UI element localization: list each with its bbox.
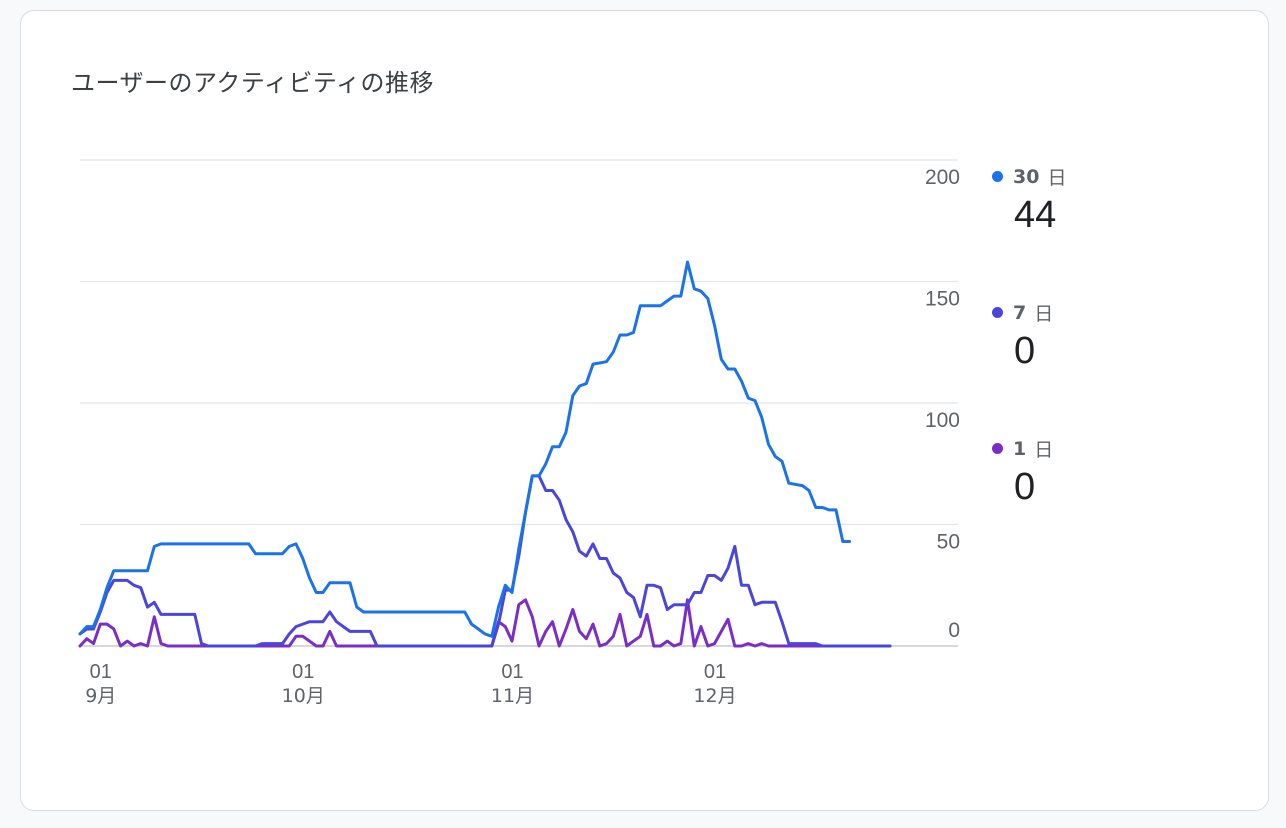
y-tick-label: 50 <box>937 531 960 554</box>
legend-value: 44 <box>1014 194 1057 236</box>
legend-label-unit: 日 <box>1034 303 1054 325</box>
activity-card: ユーザーのアクティビティの推移 <box>20 10 1269 811</box>
y-axis-ticks: 0 50 100 150 200 <box>925 166 960 642</box>
legend-item-7d[interactable]: 7 日 0 <box>992 299 1053 373</box>
y-tick-label: 200 <box>925 166 960 189</box>
legend-value: 0 <box>1014 466 1036 508</box>
legend-label-number: 30 <box>1013 165 1040 188</box>
legend-label-unit: 日 <box>1047 167 1067 189</box>
legend-item-1d[interactable]: 1 日 0 <box>992 435 1053 509</box>
x-tick-month-label: 11月 <box>491 685 534 707</box>
x-tick-day-label: 01 <box>704 661 726 683</box>
legend-dot-icon <box>992 443 1003 454</box>
y-tick-label: 0 <box>948 619 960 642</box>
x-tick-month-label: 12月 <box>693 685 736 707</box>
legend-dot-icon <box>992 307 1003 318</box>
series-line-7d[interactable] <box>78 474 892 648</box>
x-tick-day-label: 01 <box>501 661 523 683</box>
card-title: ユーザーのアクティビティの推移 <box>71 69 434 97</box>
series-line-1d[interactable] <box>78 598 892 648</box>
y-tick-label: 100 <box>925 409 960 432</box>
legend-label-number: 7 <box>1013 301 1027 324</box>
legend-dot-icon <box>992 171 1003 182</box>
x-tick-day-label: 01 <box>292 661 314 683</box>
series-lines <box>78 260 892 648</box>
x-tick-day-label: 01 <box>90 661 112 683</box>
gridlines <box>80 159 958 647</box>
legend-item-30d[interactable]: 30 日 44 <box>992 163 1066 237</box>
y-tick-label: 150 <box>925 288 960 311</box>
series-line-30d[interactable] <box>78 260 851 638</box>
x-tick-month-label: 10月 <box>282 685 325 707</box>
x-tick-month-label: 9月 <box>85 685 116 707</box>
legend-value: 0 <box>1014 330 1036 372</box>
legend-label-number: 1 <box>1013 437 1027 460</box>
legend-label-unit: 日 <box>1034 439 1054 461</box>
